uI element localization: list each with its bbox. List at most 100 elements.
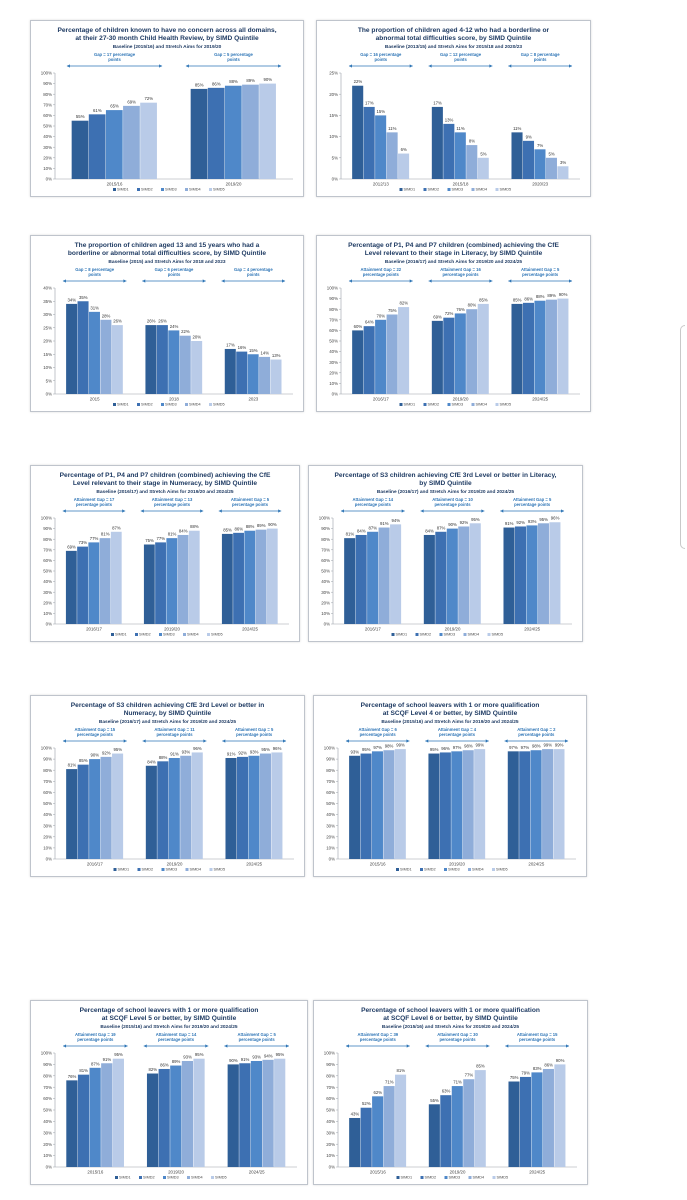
y-tick-label: 30%: [329, 360, 338, 365]
bar-value-label: 84%: [179, 528, 188, 533]
y-tick-label: 60%: [326, 790, 335, 795]
bar: [274, 1058, 286, 1167]
legend-swatch: [495, 188, 499, 191]
bar-value-label: 71%: [385, 1080, 394, 1085]
chart-title: Level relevant to their stage in Numerac…: [73, 480, 258, 487]
chart-panel: Percentage of S3 children achieving CfE …: [30, 695, 305, 877]
bar: [270, 359, 282, 394]
chart-subtitle: Baseline (2015) and Stretch Aims for 201…: [108, 259, 225, 265]
legend-swatch: [185, 868, 189, 871]
chart-panel: Percentage of school leavers with 1 or m…: [30, 1000, 308, 1185]
gap-label: percentage points: [360, 1037, 397, 1042]
gap-label: percentage points: [439, 1037, 476, 1042]
x-tick-label: 2024/25: [528, 862, 544, 867]
legend-swatch: [396, 1176, 400, 1179]
gap-label: points: [454, 57, 467, 62]
bar: [236, 756, 249, 859]
x-tick-label: 2015/18: [453, 182, 469, 187]
bar-value-label: 93%: [183, 1054, 192, 1059]
bar-value-label: 3%: [560, 160, 566, 165]
gap-label: percentage points: [442, 272, 479, 277]
bar: [259, 356, 271, 394]
bar-value-label: 90%: [263, 77, 272, 82]
bar-value-label: 72%: [144, 96, 153, 101]
gap-arrow-head: [401, 509, 405, 513]
bar-value-label: 22%: [181, 329, 190, 334]
y-tick-label: 0%: [329, 1165, 335, 1170]
gap-arrow-head: [428, 279, 432, 283]
gap-arrow-head: [406, 1044, 410, 1048]
y-tick-label: 10%: [329, 381, 338, 386]
y-tick-label: 50%: [43, 569, 52, 574]
bar-value-label: 5%: [480, 151, 486, 156]
bar: [557, 298, 569, 394]
bar: [145, 325, 157, 394]
bar-value-label: 62%: [374, 1090, 383, 1095]
chart-subtitle: Baseline (2013/15) and Stretch Aims for …: [385, 44, 522, 50]
y-tick-label: 30%: [43, 823, 52, 828]
bar-value-label: 87%: [91, 1061, 100, 1066]
chart-title: Level relevant to their stage in Literac…: [365, 250, 543, 257]
bar-value-label: 99%: [555, 743, 564, 748]
gap-label: Attainment Gap = 22: [361, 267, 402, 272]
y-tick-label: 90%: [43, 1062, 52, 1067]
y-tick-label: 80%: [321, 537, 330, 542]
gap-label: Attainment Gap = 11: [154, 727, 195, 732]
bar-value-label: 16%: [238, 345, 247, 350]
bar-value-label: 79%: [521, 1070, 530, 1075]
legend-label: SIMD2: [143, 1176, 155, 1180]
bar: [168, 330, 180, 394]
legend-swatch: [111, 633, 114, 636]
legend-label: SIMD1: [400, 868, 412, 872]
legend-swatch: [396, 868, 399, 871]
chart-svg: Percentage of school leavers with 1 or m…: [324, 702, 576, 872]
gap-label: Attainment Gap = 30: [437, 1032, 478, 1037]
bar: [123, 105, 140, 179]
bar: [522, 302, 535, 394]
gap-label: percentage points: [236, 732, 273, 737]
bar-value-label: 98%: [464, 744, 473, 749]
gap-label: percentage points: [158, 1037, 195, 1042]
y-tick-label: 50%: [321, 569, 330, 574]
x-tick-label: 2019/20: [164, 627, 180, 632]
x-tick-label: 2024/25: [532, 397, 548, 402]
scroll-handle[interactable]: [680, 325, 685, 549]
bar-value-label: 85%: [513, 297, 522, 302]
y-tick-label: 20%: [43, 600, 52, 605]
chart-subtitle: Baseline (2016/17) and Stretch Aims for …: [96, 489, 233, 495]
legend-swatch: [163, 1176, 166, 1179]
chart-title: borderline or abnormal total difficultie…: [68, 250, 267, 257]
y-tick-label: 100%: [324, 1051, 335, 1056]
gap-label: Attainment Gap = 5: [513, 497, 552, 502]
gap-label: Attainment Gap = 4: [438, 727, 477, 732]
bar-value-label: 65%: [110, 104, 119, 109]
bar: [227, 1064, 239, 1167]
bar-value-label: 13%: [445, 117, 454, 122]
bar: [349, 755, 361, 859]
gap-label: Attainment Gap = 15: [517, 1032, 558, 1037]
bar: [236, 351, 248, 394]
bar-value-label: 86%: [234, 526, 243, 531]
bar-value-label: 86%: [160, 1062, 169, 1067]
bar-value-label: 14%: [260, 350, 269, 355]
bar: [423, 534, 435, 624]
y-tick-label: 20%: [43, 834, 52, 839]
bar: [386, 314, 398, 394]
x-tick-label: 2015/16: [370, 862, 386, 867]
bar: [431, 106, 443, 179]
y-tick-label: 80%: [43, 92, 52, 97]
gap-arrow-head: [203, 739, 207, 743]
bar: [71, 120, 89, 179]
gap-arrow-head: [409, 279, 413, 283]
y-tick-label: 5%: [46, 378, 52, 383]
chart-subtitle: Baseline (2016/17) and Stretch Aims for …: [377, 489, 514, 495]
legend-label: SIMD5: [496, 868, 508, 872]
gap-label: percentage points: [434, 502, 471, 507]
y-tick-label: 90%: [321, 526, 330, 531]
y-tick-label: 0%: [332, 177, 338, 182]
bar: [507, 751, 519, 859]
bar-value-label: 17%: [365, 100, 374, 105]
legend-swatch: [420, 868, 423, 871]
bar: [428, 753, 440, 859]
bar-value-label: 35%: [79, 295, 88, 300]
